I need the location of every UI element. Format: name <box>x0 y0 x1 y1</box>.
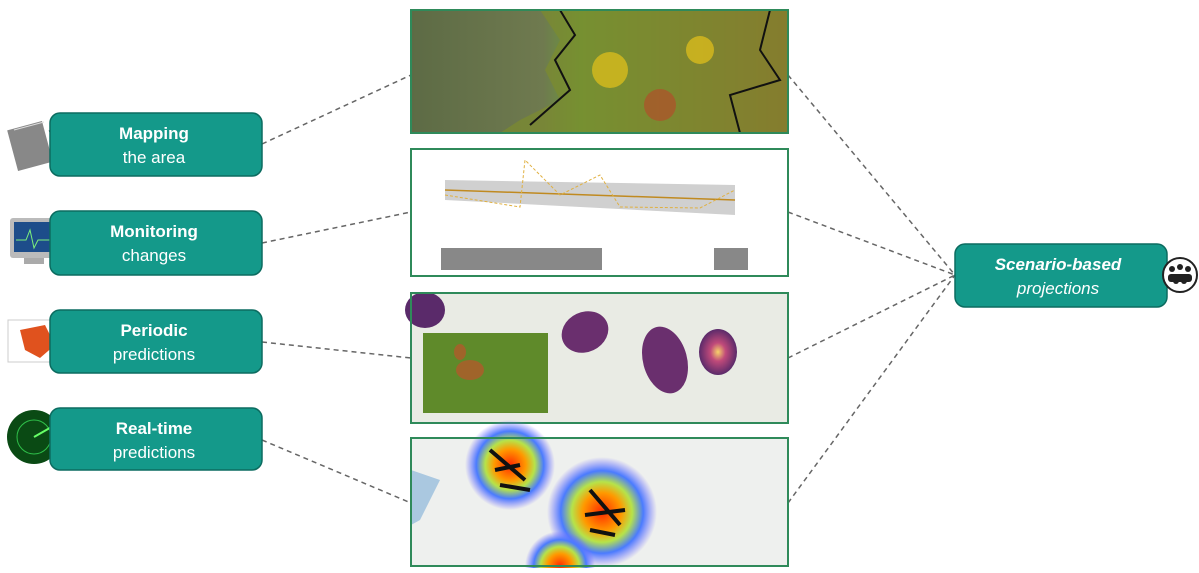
distribution-image <box>405 292 789 424</box>
target-subtitle: projections <box>1016 279 1100 298</box>
node-title: Monitoring <box>110 222 198 241</box>
node-subtitle: predictions <box>113 345 195 364</box>
node-subtitle: the area <box>123 148 186 167</box>
node-subtitle: changes <box>122 246 186 265</box>
node: Monitoring changes <box>49 210 263 276</box>
node: Real-time predictions <box>49 407 263 471</box>
heatmap-image <box>410 420 789 573</box>
node: Periodic predictions <box>49 309 263 374</box>
connectors <box>261 74 956 504</box>
node-subtitle: predictions <box>113 443 195 462</box>
map-image <box>410 9 789 134</box>
icon-monitor <box>10 218 58 264</box>
node-title: Periodic <box>120 321 187 340</box>
target-title: Scenario-based <box>995 255 1122 274</box>
node: Mapping the area <box>49 112 263 177</box>
target-node: Scenario-based projections <box>954 243 1198 308</box>
chart-image <box>410 148 789 277</box>
node-title: Real-time <box>116 419 193 438</box>
node-title: Mapping <box>119 124 189 143</box>
